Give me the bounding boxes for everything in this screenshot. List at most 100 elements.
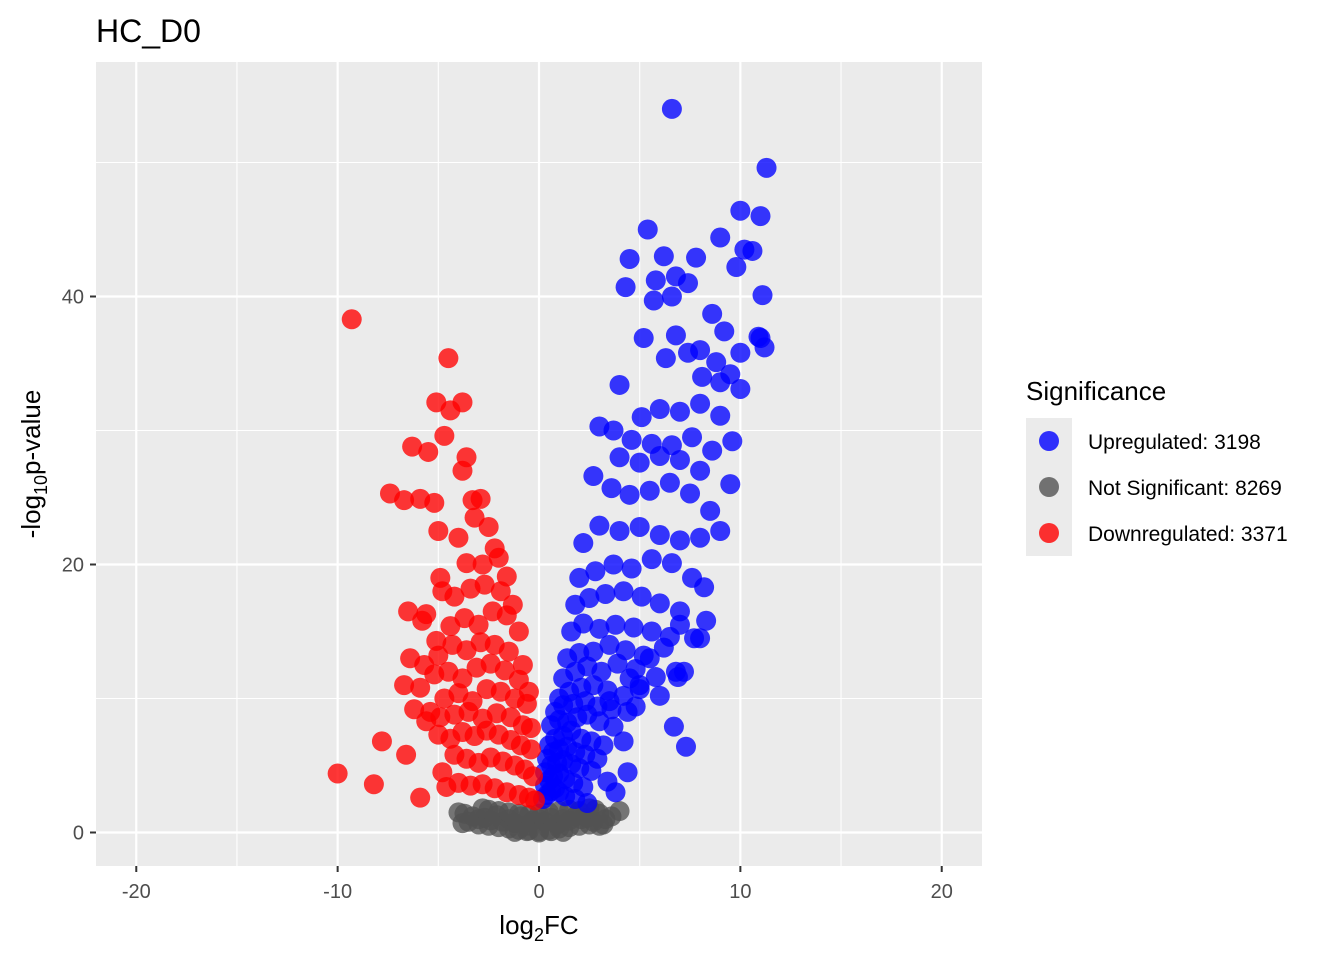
chart-title: HC_D0 — [96, 13, 201, 49]
point-upregulated — [617, 762, 638, 783]
point-upregulated — [641, 621, 662, 642]
y-tick-label: 40 — [62, 287, 84, 309]
legend-entry-not-significant: Not Significant: 8269 — [1039, 477, 1282, 500]
point-upregulated — [702, 303, 723, 324]
point-upregulated — [569, 567, 590, 588]
point-upregulated — [573, 613, 594, 634]
point-upregulated — [649, 445, 670, 466]
point-upregulated — [730, 342, 751, 363]
point-downregulated — [516, 693, 537, 714]
point-downregulated — [490, 581, 511, 602]
point-upregulated — [669, 449, 690, 470]
point-upregulated — [752, 285, 773, 306]
point-downregulated — [394, 675, 415, 696]
point-upregulated — [675, 736, 696, 757]
point-upregulated — [661, 553, 682, 574]
legend-title: Significance — [1026, 376, 1166, 406]
point-upregulated — [710, 227, 731, 248]
point-upregulated — [623, 617, 644, 638]
point-downregulated — [424, 492, 445, 513]
point-upregulated — [722, 431, 743, 452]
point-upregulated — [603, 554, 624, 575]
point-upregulated — [643, 290, 664, 311]
point-not-significant — [452, 813, 473, 834]
y-axis-title-subscript: 10 — [31, 475, 51, 495]
point-upregulated — [659, 472, 680, 493]
point-upregulated — [619, 484, 640, 505]
point-upregulated — [619, 668, 640, 689]
point-upregulated — [742, 240, 763, 261]
point-upregulated — [730, 200, 751, 221]
point-upregulated — [690, 393, 711, 414]
point-upregulated — [690, 460, 711, 481]
point-downregulated — [410, 677, 431, 698]
point-downregulated — [456, 447, 477, 468]
point-upregulated — [669, 614, 690, 635]
point-downregulated — [508, 621, 529, 642]
point-upregulated — [589, 618, 610, 639]
point-upregulated — [605, 614, 626, 635]
legend-key-not-significant — [1039, 477, 1059, 497]
point-upregulated — [601, 478, 622, 499]
point-upregulated — [595, 583, 616, 604]
point-downregulated — [428, 645, 449, 666]
point-upregulated — [726, 257, 747, 278]
point-upregulated — [669, 530, 690, 551]
point-upregulated — [692, 366, 713, 387]
y-axis-title-rest: p-value — [16, 390, 46, 475]
point-downregulated — [470, 488, 491, 509]
point-downregulated — [398, 601, 419, 622]
point-upregulated — [669, 401, 690, 422]
point-upregulated — [730, 378, 751, 399]
point-downregulated — [522, 766, 543, 787]
point-upregulated — [720, 474, 741, 495]
point-upregulated — [607, 653, 628, 674]
point-upregulated — [649, 593, 670, 614]
point-upregulated — [613, 581, 634, 602]
x-tick-label: -10 — [323, 881, 352, 903]
point-not-significant — [472, 798, 493, 819]
point-upregulated — [710, 372, 731, 393]
point-downregulated — [452, 392, 473, 413]
point-downregulated — [520, 739, 541, 760]
point-downregulated — [434, 425, 455, 446]
point-upregulated — [702, 440, 723, 461]
legend-label-not-significant: Not Significant: 8269 — [1088, 477, 1282, 500]
point-downregulated — [410, 787, 431, 808]
point-downregulated — [488, 547, 509, 568]
point-upregulated — [750, 328, 771, 349]
point-downregulated — [496, 605, 517, 626]
point-upregulated — [589, 515, 610, 536]
point-upregulated — [680, 483, 701, 504]
point-not-significant — [593, 814, 614, 835]
point-not-significant — [609, 801, 630, 822]
point-upregulated — [655, 348, 676, 369]
point-upregulated — [585, 561, 606, 582]
point-upregulated — [621, 558, 642, 579]
point-upregulated — [682, 427, 703, 448]
point-upregulated — [609, 374, 630, 395]
x-axis-title: log2FC — [499, 910, 578, 945]
point-upregulated — [678, 342, 699, 363]
point-upregulated — [609, 521, 630, 541]
point-upregulated — [573, 533, 594, 554]
legend-label-downregulated: Downregulated: 3371 — [1088, 523, 1288, 546]
x-tick-label: 10 — [729, 881, 751, 903]
point-upregulated — [619, 248, 640, 269]
point-upregulated — [637, 219, 658, 240]
point-downregulated — [412, 610, 433, 631]
x-tick-label: -20 — [122, 881, 151, 903]
point-downregulated — [428, 521, 449, 541]
point-downregulated — [438, 348, 459, 369]
point-downregulated — [474, 574, 495, 595]
point-upregulated — [690, 628, 711, 649]
point-upregulated — [613, 731, 634, 752]
point-upregulated — [579, 588, 600, 608]
point-not-significant — [553, 821, 574, 842]
point-upregulated — [649, 525, 670, 546]
point-downregulated — [327, 763, 348, 784]
axis-ticks: -20 -10 0 10 20 0 20 40 — [62, 287, 953, 904]
point-upregulated — [603, 716, 624, 737]
point-upregulated — [706, 352, 727, 373]
point-downregulated — [448, 527, 469, 548]
